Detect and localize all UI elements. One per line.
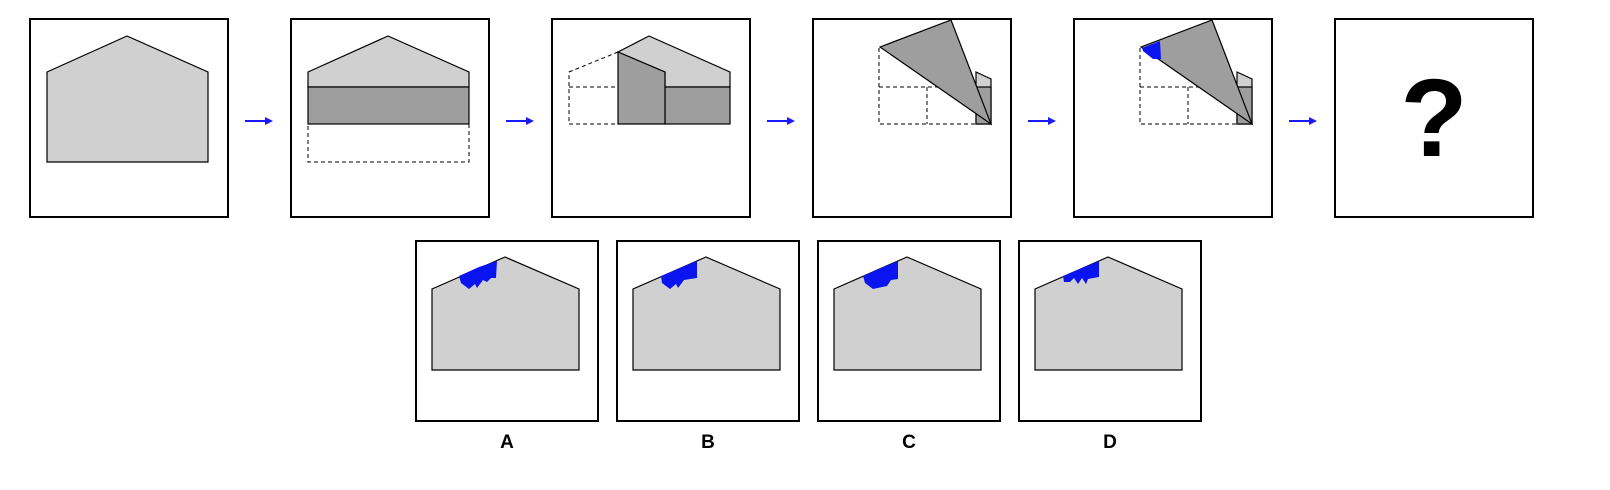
arrow-5 — [1289, 116, 1317, 126]
fold-ghost — [568, 51, 619, 125]
option-d-label: D — [1103, 432, 1117, 453]
paper-house — [632, 256, 781, 371]
paper-house — [431, 256, 580, 371]
option-b-label: B — [701, 432, 715, 453]
step-1-figure — [46, 35, 209, 163]
step-5-panel — [1073, 18, 1273, 218]
folded-strip — [307, 86, 470, 125]
step-1-panel — [29, 18, 229, 218]
step-3-figure — [568, 35, 731, 125]
paper-house — [1034, 256, 1183, 371]
punch-holes — [1063, 261, 1099, 284]
punch-hole — [1142, 41, 1161, 59]
fold-ghost — [878, 48, 991, 125]
fold-ghost — [1139, 48, 1252, 125]
step-4-panel — [812, 18, 1012, 218]
option-b[interactable] — [616, 240, 800, 422]
arrow-2 — [506, 116, 534, 126]
arrow-4 — [1028, 116, 1056, 126]
option-c-label: C — [902, 432, 916, 453]
option-b-figure — [632, 256, 781, 371]
step-4-figure — [878, 20, 993, 126]
option-d-figure — [1034, 256, 1183, 371]
step-5-figure — [1139, 20, 1254, 126]
option-c[interactable] — [817, 240, 1001, 422]
punch-holes — [459, 261, 497, 289]
option-d[interactable] — [1018, 240, 1202, 422]
paper-house — [46, 35, 209, 163]
question-panel: ? — [1334, 18, 1534, 218]
folded-triangle — [878, 20, 993, 126]
folded-triangle — [1139, 20, 1254, 126]
fold-ghost — [307, 123, 470, 163]
arrow-1 — [245, 116, 273, 126]
paper-house — [833, 256, 982, 371]
question-mark: ? — [1400, 56, 1468, 180]
arrow-3 — [767, 116, 795, 126]
paper-upper — [307, 35, 470, 88]
option-c-figure — [833, 256, 982, 371]
step-3-panel — [551, 18, 751, 218]
folded-strip — [664, 86, 731, 125]
step-2-figure — [307, 35, 470, 163]
option-a-label: A — [500, 432, 514, 453]
option-a-figure — [431, 256, 580, 371]
folded-flap — [617, 51, 666, 125]
punch-holes — [863, 261, 898, 289]
step-2-panel — [290, 18, 490, 218]
option-a[interactable] — [415, 240, 599, 422]
punch-holes — [661, 261, 697, 289]
